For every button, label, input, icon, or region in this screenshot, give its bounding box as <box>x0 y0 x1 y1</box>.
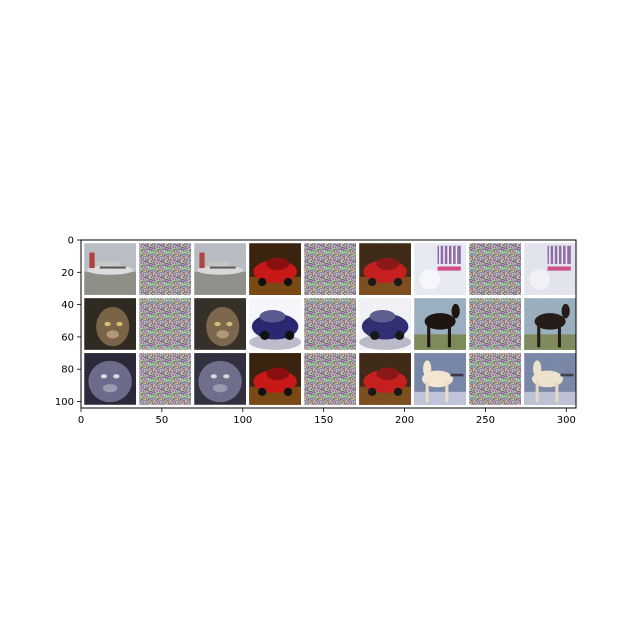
image-tile-original <box>414 298 466 350</box>
image-tile-adversarial <box>524 353 576 405</box>
x-tick-label: 50 <box>156 415 169 426</box>
image-tile-adversarial <box>194 353 246 405</box>
x-tick-label: 200 <box>395 415 414 426</box>
image-tile-perturbation <box>469 243 521 295</box>
image-tile-adversarial <box>524 243 576 295</box>
y-tick-label: 40 <box>61 300 74 311</box>
y-tick-label: 0 <box>68 236 74 247</box>
image-tiles <box>84 243 576 405</box>
y-tick-label: 60 <box>61 332 74 343</box>
image-tile-original <box>84 243 136 295</box>
image-tile-perturbation <box>304 243 356 295</box>
y-tick-label: 100 <box>55 397 74 408</box>
image-tile-original <box>249 243 301 295</box>
y-tick-label: 20 <box>61 268 74 279</box>
x-tick-label: 250 <box>476 415 495 426</box>
axes-frame <box>80 239 577 409</box>
image-tile-perturbation <box>304 298 356 350</box>
image-tile-adversarial <box>194 298 246 350</box>
x-tick-label: 100 <box>233 415 252 426</box>
x-tick-label: 300 <box>557 415 576 426</box>
x-axis: 0 50 100 150 200 250 300 <box>78 408 576 426</box>
image-tile-adversarial <box>194 243 246 295</box>
y-tick-label: 80 <box>61 365 74 376</box>
image-tile-adversarial <box>524 298 576 350</box>
image-tile-perturbation <box>139 353 191 405</box>
image-tile-adversarial <box>359 298 411 350</box>
image-tile-original <box>84 298 136 350</box>
image-tile-perturbation <box>139 298 191 350</box>
image-tile-perturbation <box>139 243 191 295</box>
image-tile-original <box>84 353 136 405</box>
x-tick-label: 0 <box>78 415 84 426</box>
image-tile-original <box>414 353 466 405</box>
image-tile-adversarial <box>359 353 411 405</box>
image-tile-original <box>249 353 301 405</box>
image-tile-adversarial <box>359 243 411 295</box>
image-tile-perturbation <box>469 298 521 350</box>
y-axis: 0 20 40 60 80 100 <box>55 236 81 408</box>
image-tile-perturbation <box>469 353 521 405</box>
image-tile-original <box>249 298 301 350</box>
image-tile-original <box>414 243 466 295</box>
x-tick-label: 150 <box>314 415 333 426</box>
image-tile-perturbation <box>304 353 356 405</box>
